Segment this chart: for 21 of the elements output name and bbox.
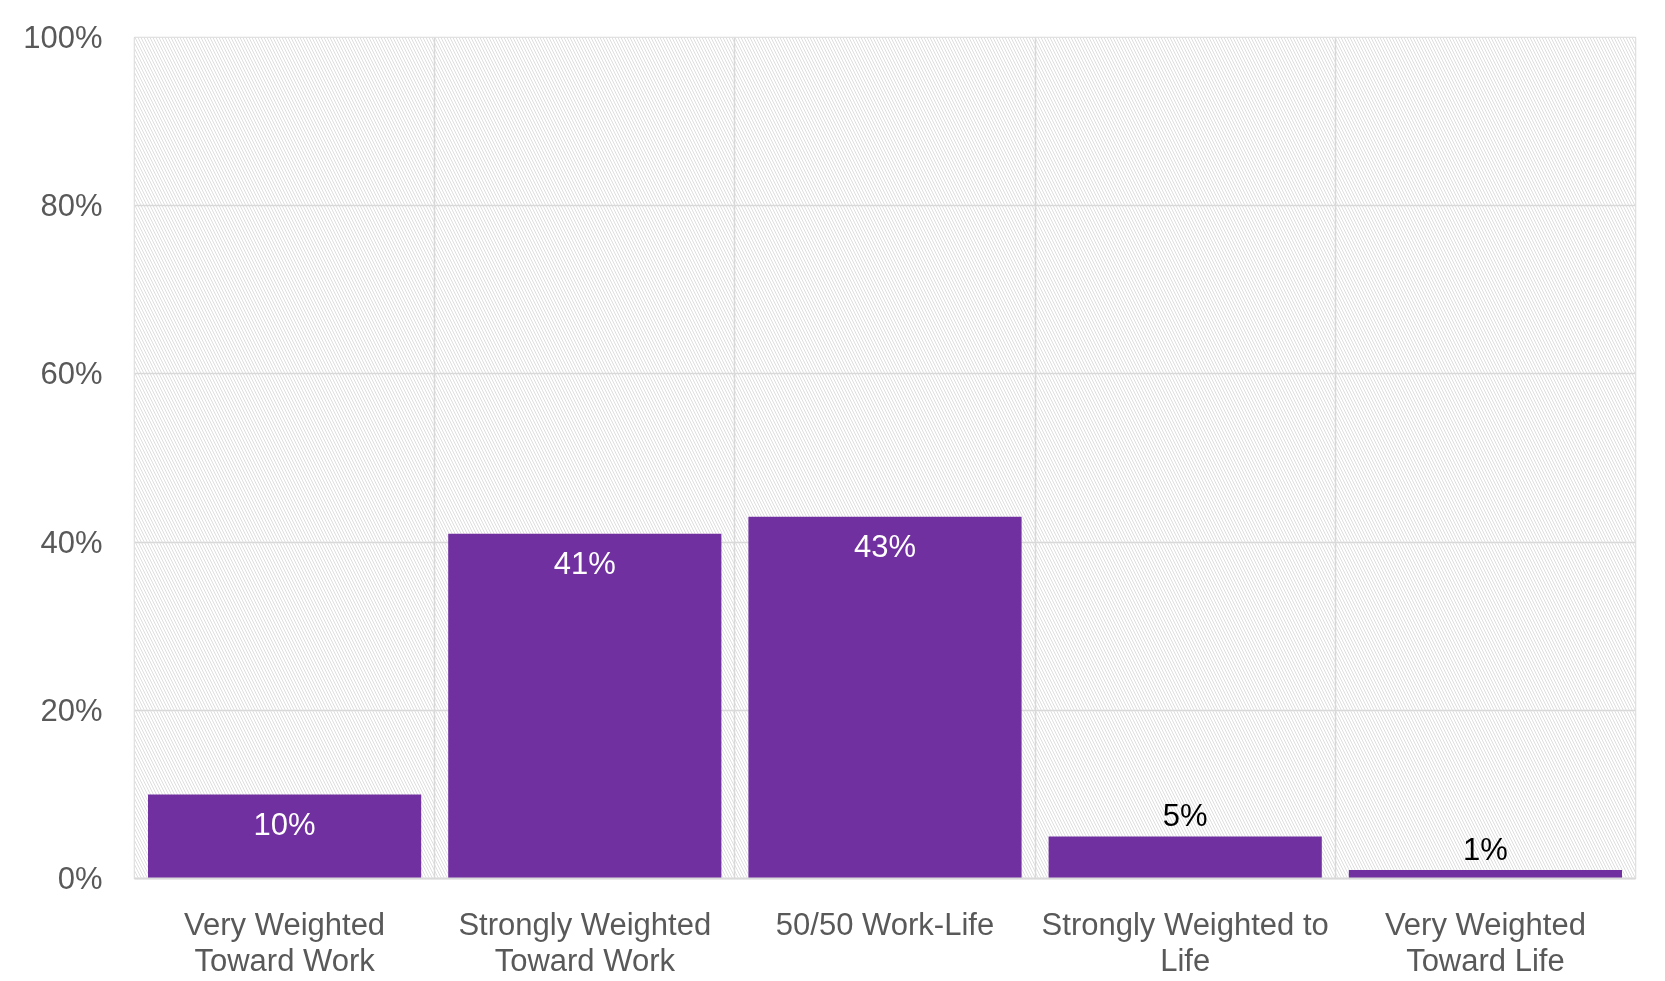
x-tick-label: 50/50 Work-Life (775, 906, 995, 942)
data-label: 41% (553, 546, 616, 582)
y-tick-label: 80% (40, 188, 103, 224)
x-tick-label: Strongly Weighted to Life (1041, 906, 1329, 979)
y-tick-label: 100% (23, 20, 103, 55)
data-label: 10% (253, 806, 316, 842)
data-label: 5% (1162, 797, 1208, 833)
x-tick-label: Strongly Weighted Toward Work (458, 906, 712, 979)
bar (748, 516, 1022, 879)
x-tick-label: Very Weighted Toward Life (1384, 906, 1586, 979)
x-tick-label: Very Weighted Toward Work (184, 906, 386, 979)
y-tick-label: 60% (40, 356, 103, 392)
y-tick-label: 20% (40, 692, 103, 728)
data-label: 1% (1463, 831, 1508, 867)
bar (1348, 870, 1622, 879)
data-label: 43% (853, 529, 917, 565)
y-tick-label: 40% (40, 524, 103, 560)
bar (148, 794, 422, 879)
bar (448, 533, 722, 879)
y-tick-label: 0% (57, 861, 103, 896)
bar (1048, 836, 1322, 879)
